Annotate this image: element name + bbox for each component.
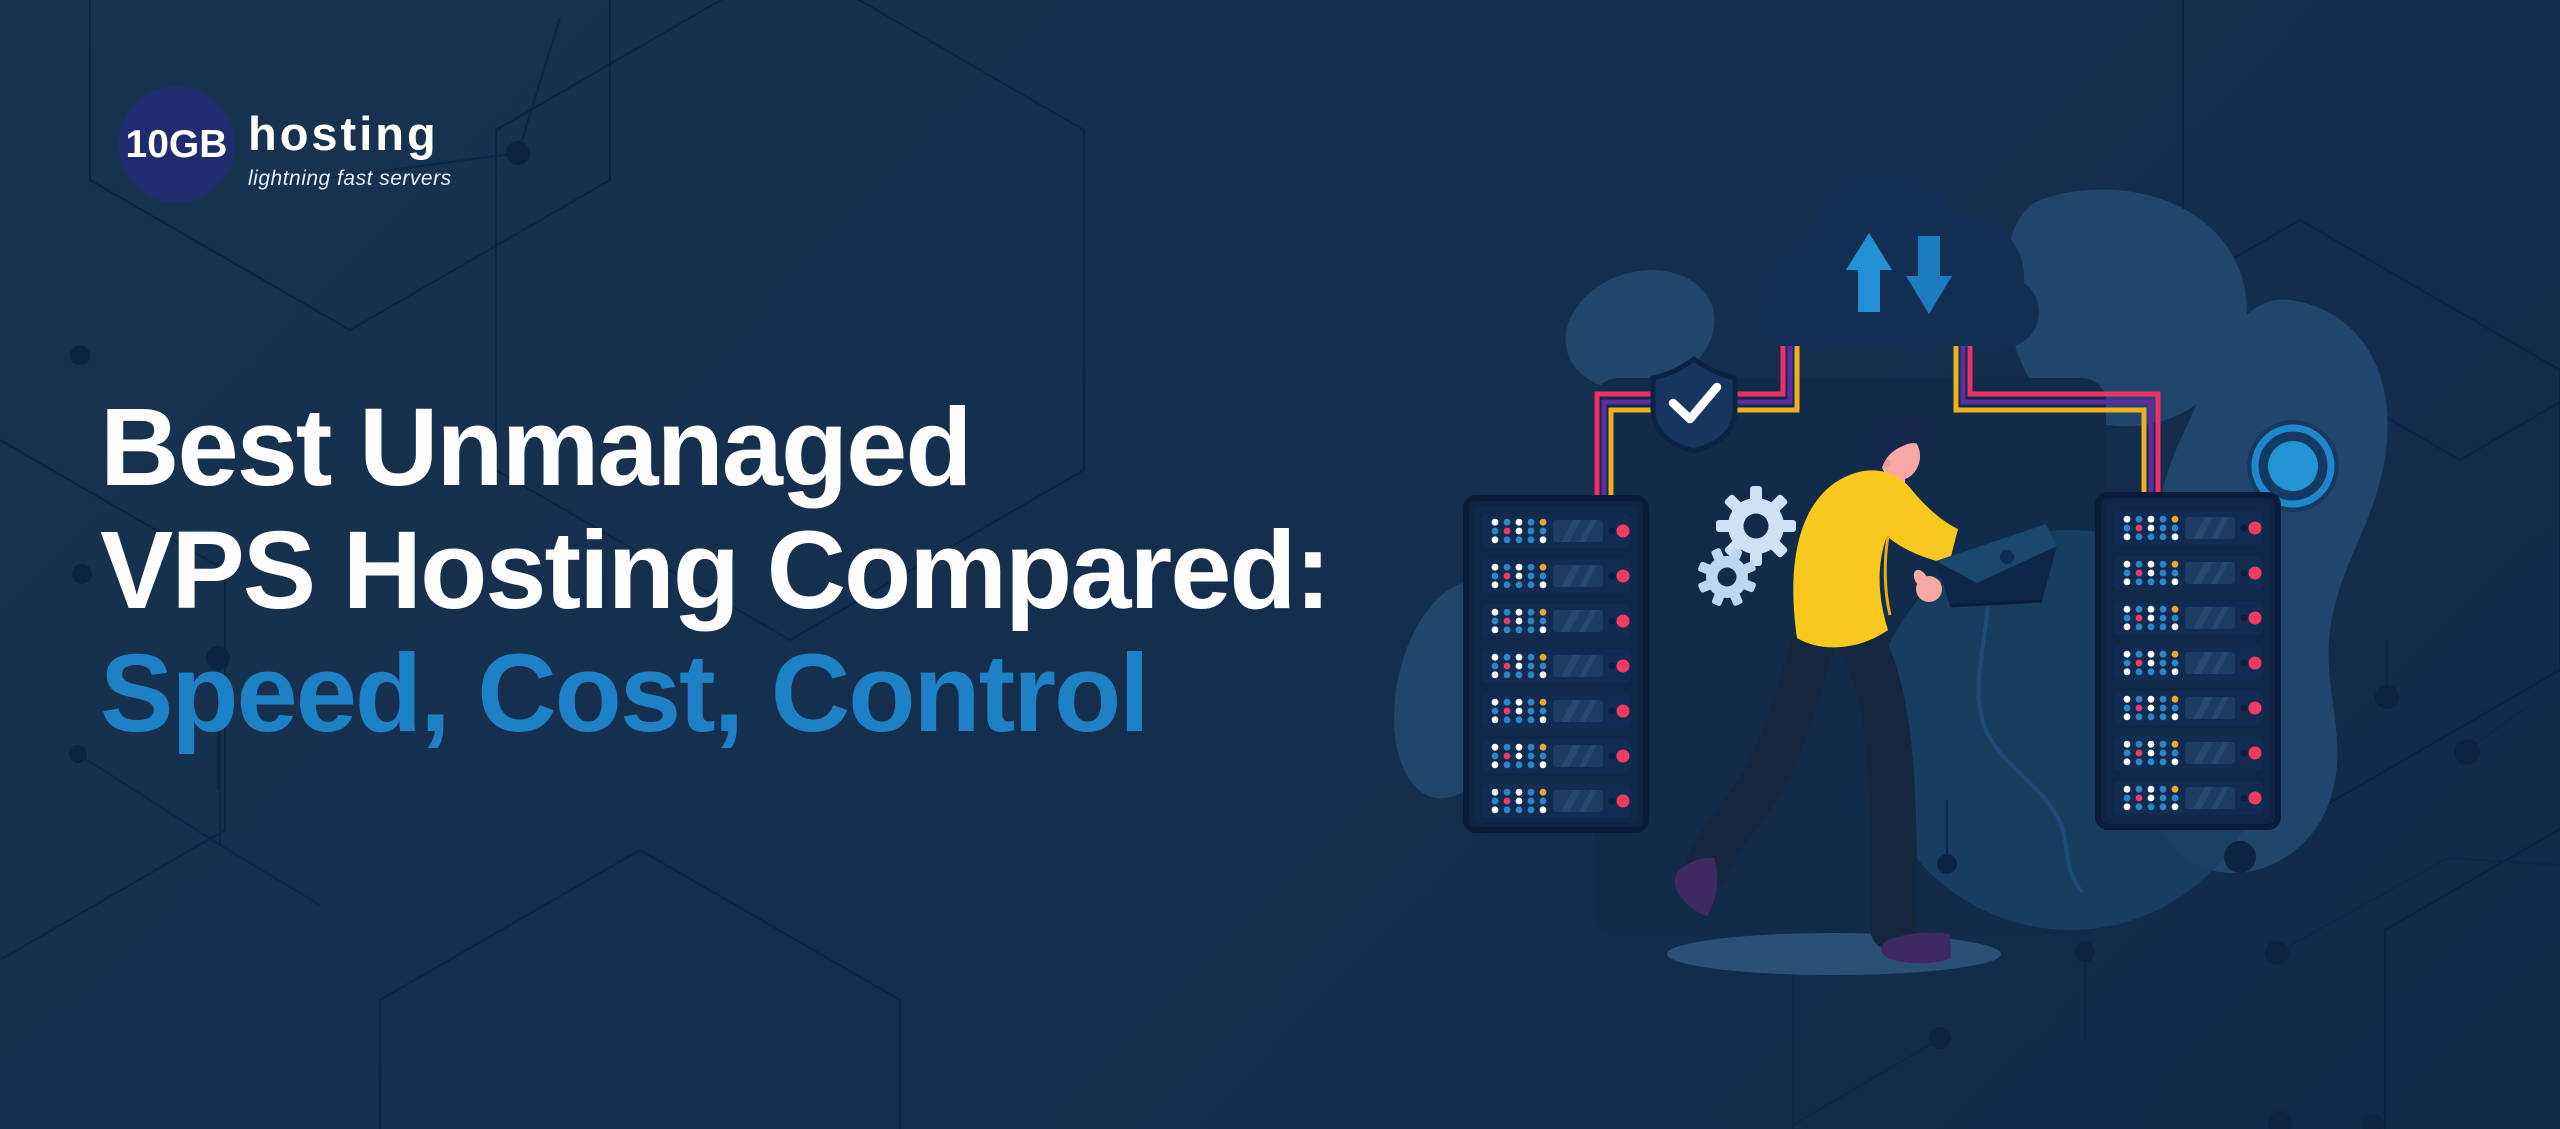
person-illustration [1674,414,2084,964]
shield-check-icon [1650,355,1738,454]
gear-small-icon [1698,548,1756,606]
brand-logo: 10GB hosting lightning fast servers [118,86,452,203]
download-arrow-icon [1906,236,1952,314]
logo-tagline: lightning fast servers [248,167,452,190]
server-rack-right [2095,492,2281,830]
person-left-leg [1683,608,1838,894]
logo-brand-name: hosting [248,107,439,160]
person-left-shoe [1674,857,1718,916]
logo-badge-text: 10GB [125,122,228,166]
title-line-3-accent: Speed, Cost, Control [100,632,1150,756]
ground-shadow [1667,933,2001,975]
page-title: Best Unmanaged VPS Hosting Compared: Spe… [100,386,1331,756]
person-hair [1873,414,1934,468]
cloud-transfer-icon [1758,172,2039,348]
logo-badge: 10GB [118,86,235,203]
circuit-pattern [69,17,2560,1129]
upload-arrow-icon [1846,233,1892,312]
target-icon [2247,420,2339,512]
checkmark-icon [1668,382,1722,424]
sweater-fold [1883,535,1892,616]
person-right-leg [1833,609,1917,951]
server-rack-left [1463,495,1649,833]
title-line-2: VPS Hosting Compared: [100,509,1331,633]
laptop-cable [1976,603,2084,894]
laptop-icon [1936,524,2057,608]
person-hand [1916,576,1942,602]
logo-text: hosting lightning fast servers [248,86,452,191]
title-line-1: Best Unmanaged [100,386,973,509]
person-sweater [1793,470,1958,648]
gears-icon [1698,486,1796,606]
gear-large-icon [1716,486,1796,566]
person-right-shoe [1881,932,1951,964]
